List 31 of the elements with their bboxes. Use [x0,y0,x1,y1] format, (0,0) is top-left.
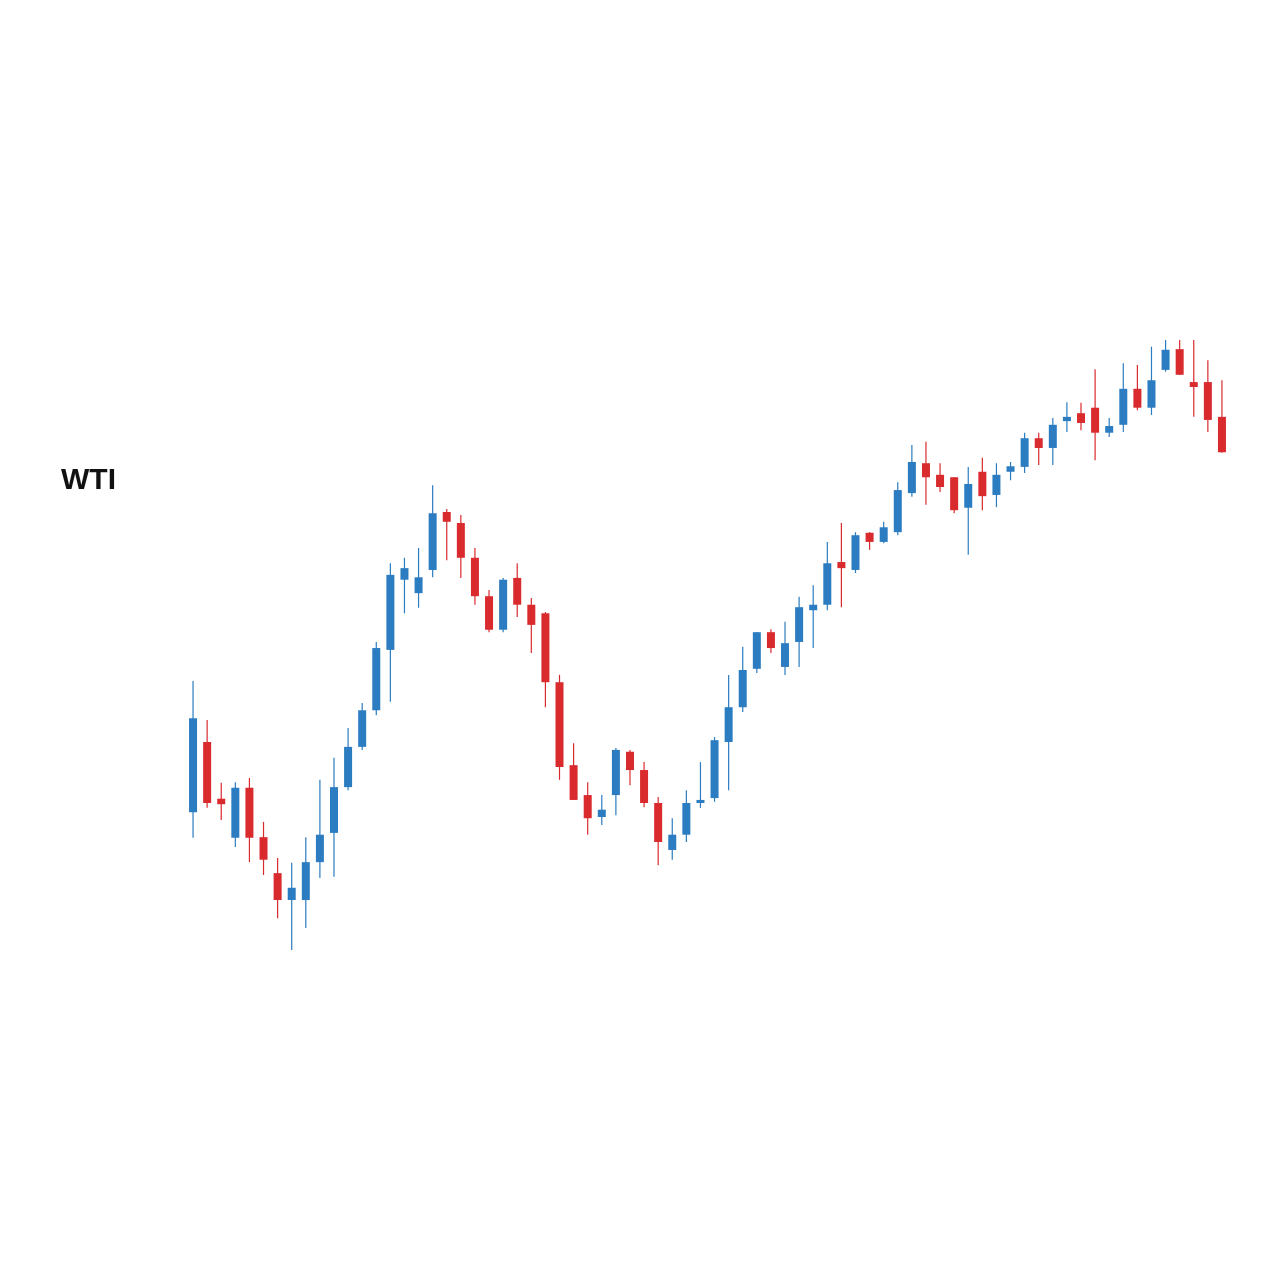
candlestick [837,522,846,608]
candlestick [992,462,1001,508]
candlestick [259,821,268,876]
candlestick [766,628,775,654]
candlestick [696,761,705,809]
candlestick [781,621,790,676]
candlestick [1077,402,1086,431]
candlestick [1062,401,1071,433]
candlestick [1189,339,1198,418]
candlestick [1048,417,1057,466]
candlestick [809,584,818,649]
candlestick [597,794,606,826]
candlestick [668,817,677,861]
candlestick [217,782,226,821]
candlestick [1133,364,1142,411]
candlestick [1105,417,1114,438]
candlestick [583,781,592,836]
candlestick [921,441,930,506]
candlestick [625,749,634,786]
candlestick [1034,432,1043,466]
candlestick [936,462,945,493]
candlestick [400,557,409,614]
candlestick [964,466,973,556]
candlestick [879,521,888,544]
text: WTI [61,461,116,495]
candlestick [1161,339,1170,373]
candlestick [527,597,536,654]
candlestick [287,862,296,951]
candlestick [414,547,423,609]
candlestick [442,508,451,561]
candlestick [1006,461,1015,481]
